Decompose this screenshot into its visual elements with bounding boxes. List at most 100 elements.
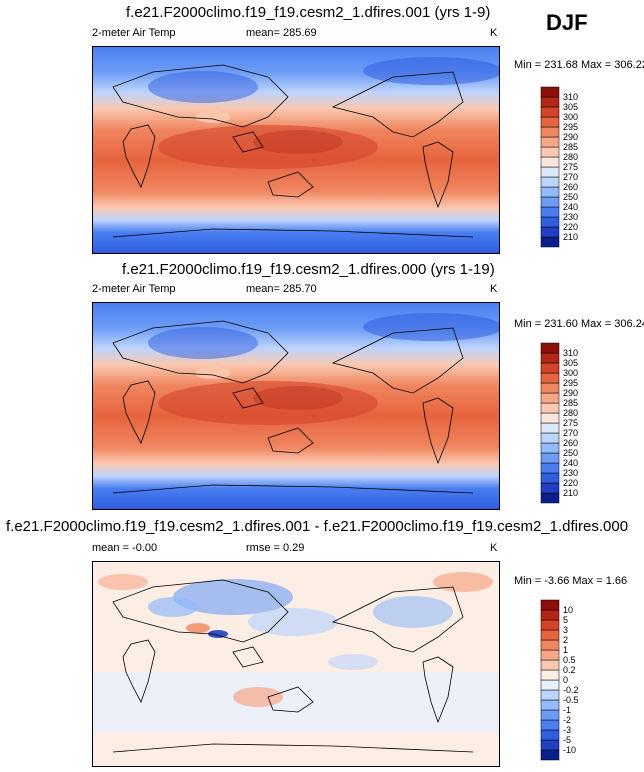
colorbar-box — [540, 452, 560, 464]
colorbar-box — [540, 729, 560, 741]
colorbar-box — [540, 412, 560, 424]
colorbar-box — [540, 749, 560, 761]
colorbar-box — [540, 116, 560, 128]
colorbar-tick-label: 240 — [563, 202, 578, 212]
colorbar-box — [540, 432, 560, 444]
colorbar-tick-label: -5 — [563, 735, 571, 745]
colorbar-tick-label: 285 — [563, 398, 578, 408]
colorbar-tick-label: 1 — [563, 645, 568, 655]
colorbar-box — [540, 492, 560, 504]
panel1-mean: mean= 285.69 — [246, 27, 317, 39]
colorbar-tick-label: -10 — [563, 745, 576, 755]
colorbar-tick-label: 270 — [563, 172, 578, 182]
panel3-minmax: Min = -3.66 Max = 1.66 — [514, 575, 628, 587]
colorbar-tick-label: 305 — [563, 102, 578, 112]
colorbar-tick-label: 280 — [563, 152, 578, 162]
colorbar-tick-label: 0 — [563, 675, 568, 685]
colorbar-box — [540, 629, 560, 641]
colorbar-tick-label: 0.2 — [563, 665, 576, 675]
panel3-colorbar: -10 -5 -3 -2 -1 -0.5 -0.2 0 0.2 0.5 1 2 3 5 10 — [540, 599, 581, 761]
colorbar-box — [540, 186, 560, 198]
colorbar-tick-label: 10 — [563, 605, 573, 615]
colorbar-box — [540, 669, 560, 681]
colorbar-tick-label: -0.2 — [563, 685, 579, 695]
colorbar-tick-label: 0.5 — [563, 655, 576, 665]
colorbar-tick-label: 210 — [563, 488, 578, 498]
colorbar-tick-label: 2 — [563, 635, 568, 645]
colorbar-tick-label: 250 — [563, 192, 578, 202]
panel1-title: f.e21.F2000climo.f19_f19.cesm2_1.dfires.… — [126, 4, 491, 21]
panel2-colorbar: 210 220 230 240 250 260 270 275 280 285 290 295 300 3… — [540, 342, 581, 504]
colorbar-box — [540, 719, 560, 731]
colorbar-tick-label: 295 — [563, 122, 578, 132]
colorbar-box — [540, 462, 560, 474]
panel3-units: K — [490, 542, 498, 554]
colorbar-box — [540, 372, 560, 384]
panel2-map — [92, 302, 500, 510]
colorbar-tick-label: 220 — [563, 478, 578, 488]
colorbar-box — [540, 96, 560, 108]
panel1-minmax: Min = 231.68 Max = 306.22 — [514, 59, 644, 71]
colorbar-tick-label: 285 — [563, 142, 578, 152]
panel2-title: f.e21.F2000climo.f19_f19.cesm2_1.dfires.… — [122, 261, 495, 278]
panel3-rmse: rmse = 0.29 — [246, 542, 305, 554]
colorbar-box — [540, 609, 560, 621]
colorbar-tick-label: -2 — [563, 715, 571, 725]
colorbar-tick-label: 310 — [563, 92, 578, 102]
colorbar-box — [540, 739, 560, 751]
panel1-colorbar: 210 220 230 240 250 260 270 275 280 285 290 295 300 3… — [540, 86, 581, 248]
colorbar-box — [540, 422, 560, 434]
colorbar-tick-label: 230 — [563, 212, 578, 222]
colorbar-box — [540, 639, 560, 651]
panel1-variable: 2-meter Air Temp — [92, 27, 176, 39]
panel3-mean: mean = -0.00 — [92, 542, 158, 554]
colorbar-box — [540, 236, 560, 248]
colorbar-box — [540, 442, 560, 454]
panel3-map — [92, 561, 500, 767]
panel1-units: K — [490, 27, 498, 39]
colorbar-tick-label: 230 — [563, 468, 578, 478]
colorbar-box — [540, 196, 560, 208]
colorbar-tick-label: 220 — [563, 222, 578, 232]
panel2-units: K — [490, 283, 498, 295]
colorbar-box — [540, 86, 560, 98]
colorbar-box — [540, 146, 560, 158]
colorbar-tick-label: 305 — [563, 358, 578, 368]
colorbar-box — [540, 206, 560, 218]
colorbar-box — [540, 659, 560, 671]
colorbar-box — [540, 342, 560, 354]
panel2-mean: mean= 285.70 — [246, 283, 317, 295]
colorbar-tick-label: 260 — [563, 438, 578, 448]
panel2-minmax: Min = 231.60 Max = 306.24 — [514, 318, 644, 330]
colorbar-tick-label: 3 — [563, 625, 568, 635]
colorbar-box — [540, 709, 560, 721]
colorbar-box — [540, 166, 560, 178]
colorbar-tick-label: 270 — [563, 428, 578, 438]
colorbar-tick-label: 295 — [563, 378, 578, 388]
colorbar-box — [540, 689, 560, 701]
colorbar-tick-label: 300 — [563, 368, 578, 378]
colorbar-box — [540, 472, 560, 484]
panel3-title: f.e21.F2000climo.f19_f19.cesm2_1.dfires.… — [6, 518, 629, 535]
panel2-variable: 2-meter Air Temp — [92, 283, 176, 295]
colorbar-tick-label: 260 — [563, 182, 578, 192]
colorbar-box — [540, 382, 560, 394]
colorbar-box — [540, 619, 560, 631]
colorbar-box — [540, 156, 560, 168]
colorbar-tick-label: 280 — [563, 408, 578, 418]
colorbar-box — [540, 599, 560, 611]
colorbar-box — [540, 362, 560, 374]
colorbar-box — [540, 126, 560, 138]
colorbar-tick-label: 275 — [563, 418, 578, 428]
colorbar-tick-label: -3 — [563, 725, 571, 735]
colorbar-tick-label: 290 — [563, 132, 578, 142]
season-label: DJF — [546, 10, 588, 35]
colorbar-tick-label: 5 — [563, 615, 568, 625]
colorbar-box — [540, 216, 560, 228]
colorbar-tick-label: 310 — [563, 348, 578, 358]
colorbar-box — [540, 402, 560, 414]
colorbar-box — [540, 176, 560, 188]
colorbar-tick-label: 290 — [563, 388, 578, 398]
colorbar-box — [540, 352, 560, 364]
colorbar-box — [540, 699, 560, 711]
